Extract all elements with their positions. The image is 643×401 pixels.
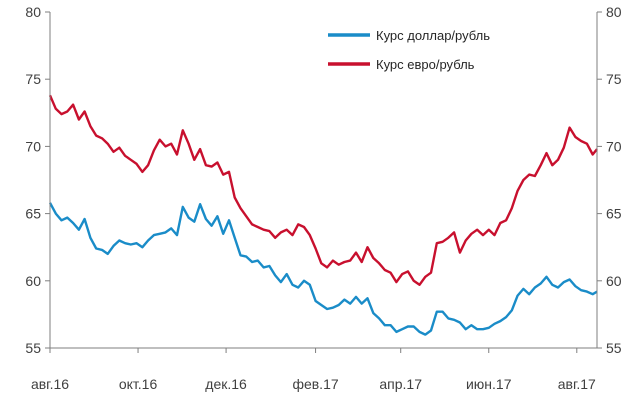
chart-axes: 55 55 60 60 65 65 70 70 75 75 80 80 авг.16 окт.16 дек.… xyxy=(25,4,621,392)
x-tick-label: июн.17 xyxy=(466,376,512,392)
y-tick-label-left: 60 xyxy=(25,273,41,289)
chart-legend: Курс доллар/рубль Курс евро/рубль xyxy=(328,28,490,72)
y-tick-label-right: 55 xyxy=(606,340,622,356)
legend-label-1: Курс доллар/рубль xyxy=(376,28,490,43)
legend-label-2: Курс евро/рубль xyxy=(376,57,475,72)
y-tick-label-right: 70 xyxy=(606,138,622,154)
x-tick-label: авг.16 xyxy=(31,376,69,392)
x-tick-label: авг.17 xyxy=(558,376,596,392)
y-tick-label-left: 70 xyxy=(25,138,41,154)
series-line-1 xyxy=(48,202,598,336)
y-tick-label-left: 75 xyxy=(25,71,41,87)
series-lines xyxy=(48,94,598,336)
x-tick-label: фев.17 xyxy=(292,376,338,392)
x-tick-label: апр.17 xyxy=(379,376,422,392)
y-tick-label-right: 80 xyxy=(606,4,622,20)
y-tick-label-right: 75 xyxy=(606,71,622,87)
x-tick-label: окт.16 xyxy=(119,376,158,392)
series-line-2 xyxy=(48,94,598,286)
y-tick-label-right: 65 xyxy=(606,206,622,222)
y-tick-label-left: 80 xyxy=(25,4,41,20)
y-tick-label-left: 55 xyxy=(25,340,41,356)
y-tick-label-left: 65 xyxy=(25,206,41,222)
y-tick-label-right: 60 xyxy=(606,273,622,289)
x-tick-label: дек.16 xyxy=(205,376,247,392)
